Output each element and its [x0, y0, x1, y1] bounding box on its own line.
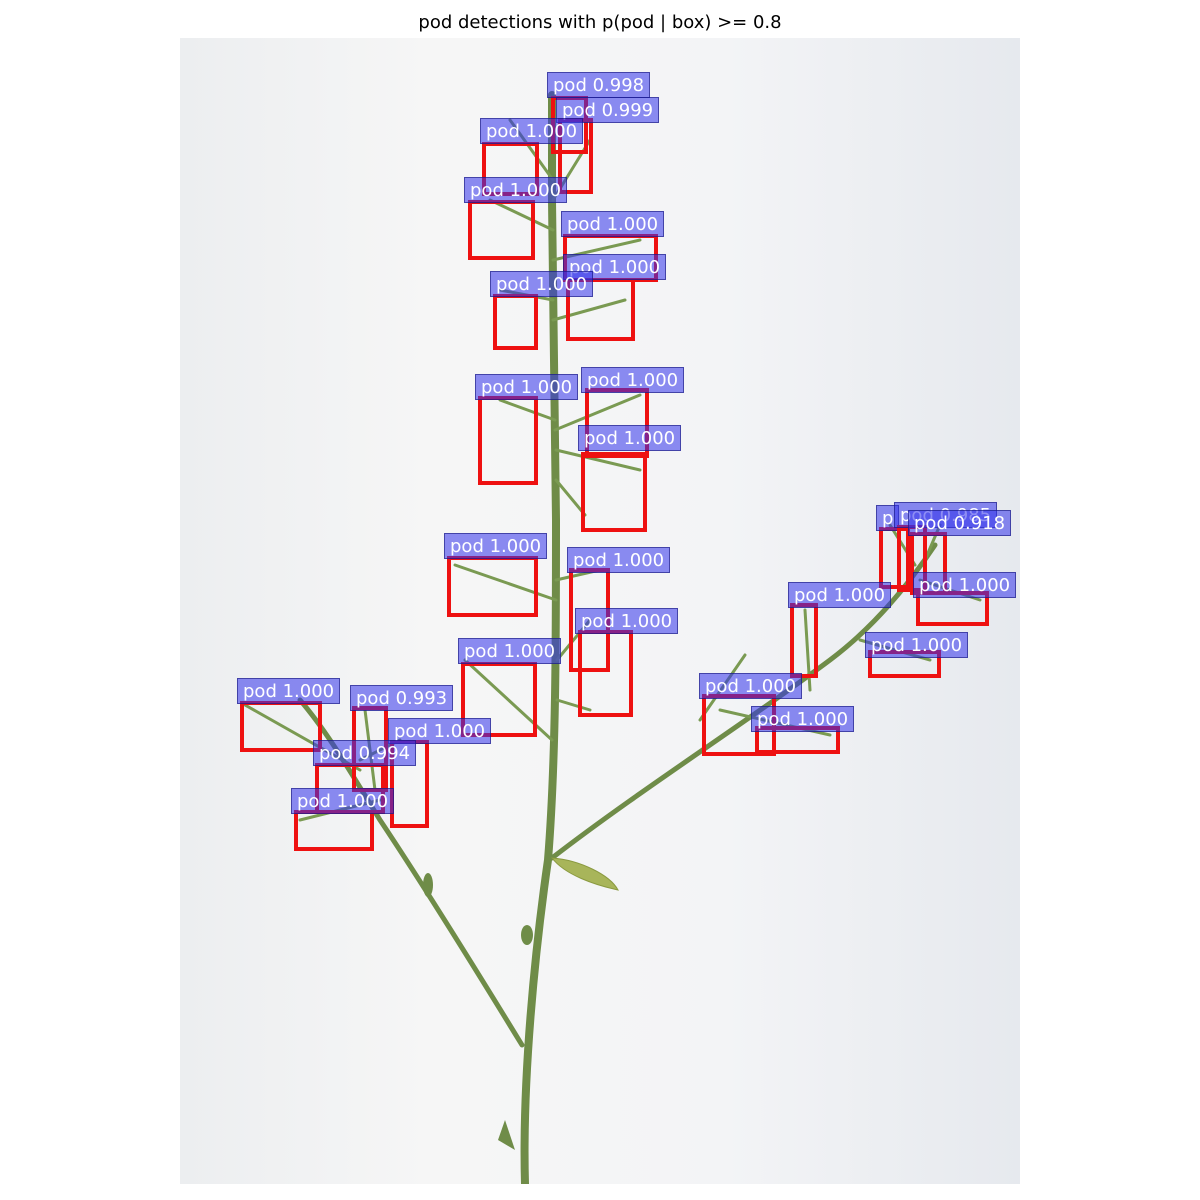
detection-box — [461, 662, 537, 737]
detection-label: pod 1.000 — [291, 788, 395, 814]
detection-box — [447, 556, 538, 617]
detection-label: pod 0.918 — [908, 510, 1012, 536]
detection-label: pod 1.000 — [913, 572, 1017, 598]
detection-label: pod 1.000 — [865, 632, 969, 658]
detection-label: pod 0.994 — [313, 740, 417, 766]
detection-label: pod 1.000 — [561, 211, 665, 237]
detection-label: pod 1.000 — [475, 374, 579, 400]
detection-label: pod 0.999 — [556, 97, 660, 123]
detection-label: pod 1.000 — [578, 425, 682, 451]
detection-label: pod 1.000 — [480, 118, 584, 144]
detection-label: pod 1.000 — [567, 547, 671, 573]
detection-box — [581, 452, 647, 532]
detection-label: pod 0.998 — [547, 72, 651, 98]
detection-label: pod 1.000 — [490, 271, 594, 297]
detection-label: pod 1.000 — [444, 533, 548, 559]
detection-label: pod 1.000 — [237, 678, 341, 704]
detection-box — [566, 278, 635, 341]
detection-label: pod 1.000 — [458, 638, 562, 664]
detection-box — [478, 396, 538, 485]
detection-label: pod 0.993 — [350, 685, 454, 711]
detection-box — [493, 294, 538, 350]
detection-box — [578, 630, 633, 717]
detection-label: pod 1.000 — [575, 608, 679, 634]
detection-box — [790, 603, 818, 678]
detection-label: pod 1.000 — [464, 177, 568, 203]
detection-box — [468, 200, 535, 260]
detection-label: pod 1.000 — [388, 718, 492, 744]
detection-label: pod 1.000 — [788, 582, 892, 608]
detection-box — [240, 701, 322, 752]
figure-title: pod detections with p(pod | box) >= 0.8 — [418, 12, 782, 33]
detection-box — [294, 810, 374, 851]
detection-label: pod 1.000 — [751, 706, 855, 732]
detection-label: pod 1.000 — [699, 673, 803, 699]
detection-label: pod 1.000 — [581, 367, 685, 393]
